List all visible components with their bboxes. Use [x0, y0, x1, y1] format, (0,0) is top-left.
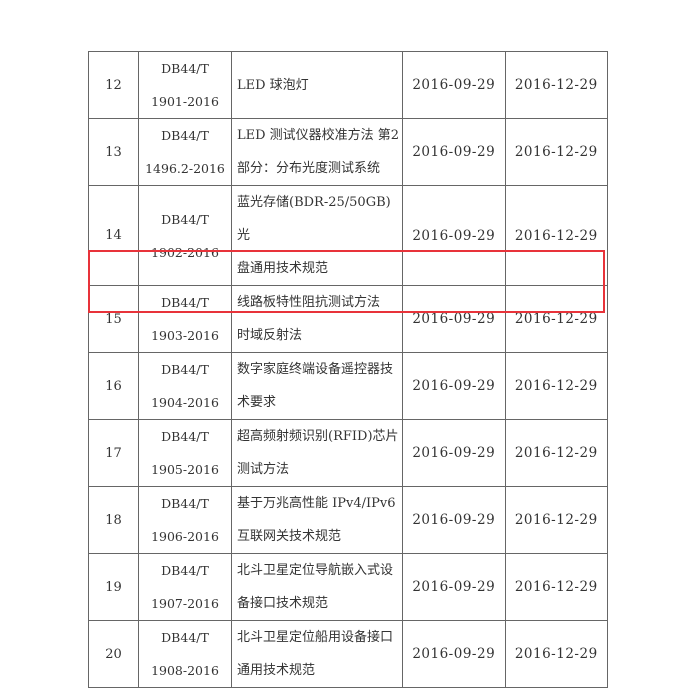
effective-date: 2016-12-29	[504, 620, 608, 688]
table-row: 19 DB44/T 1907-2016 北斗卫星定位导航嵌入式设 备接口技术规范 2…	[88, 553, 608, 621]
standard-name: 北斗卫星定位导航嵌入式设 备接口技术规范	[231, 553, 403, 621]
row-number: 19	[88, 553, 139, 621]
standard-name: 蓝光存储(BDR-25/50GB)光盘通用技术规范	[231, 185, 403, 286]
code-prefix: DB44/T	[161, 128, 209, 143]
effective-date: 2016-12-29	[504, 51, 608, 119]
standard-code: DB44/T 1908-2016	[138, 620, 232, 688]
code-prefix: DB44/T	[161, 563, 209, 578]
standard-name: LED 测试仪器校准方法 第2 部分：分布光度测试系统	[231, 118, 403, 186]
publish-date: 2016-09-29	[402, 285, 506, 353]
standard-code: DB44/T 1903-2016	[138, 285, 232, 353]
publish-date: 2016-09-29	[402, 185, 506, 286]
effective-date: 2016-12-29	[504, 553, 608, 621]
code-prefix: DB44/T	[161, 61, 209, 76]
row-number: 15	[88, 285, 139, 353]
code-number: 1906-2016	[151, 529, 219, 544]
code-prefix: DB44/T	[161, 362, 209, 377]
publish-date: 2016-09-29	[402, 51, 506, 119]
table-row: 12 DB44/T 1901-2016 LED 球泡灯 2016-09-29 20…	[88, 51, 608, 119]
standard-code: DB44/T 1904-2016	[138, 352, 232, 420]
publish-date: 2016-09-29	[402, 118, 506, 186]
table-row: 18 DB44/T 1906-2016 基于万兆高性能 IPv4/IPv6 互联网关…	[88, 486, 608, 554]
name-line-2: 测试方法	[237, 462, 290, 477]
row-number: 16	[88, 352, 139, 420]
publish-date: 2016-09-29	[402, 419, 506, 487]
code-number: 1905-2016	[151, 462, 219, 477]
standard-code: DB44/T 1907-2016	[138, 553, 232, 621]
table-row: 13 DB44/T 1496.2-2016 LED 测试仪器校准方法 第2 部分：分…	[88, 118, 608, 186]
table-row: 17 DB44/T 1905-2016 超高频射频识别(RFID)芯片 测试方法 2…	[88, 419, 608, 487]
code-number: 1901-2016	[151, 94, 219, 109]
name-line-2: 互联网关技术规范	[237, 529, 342, 544]
standard-name: 超高频射频识别(RFID)芯片 测试方法	[231, 419, 403, 487]
standard-name: 线路板特性阻抗测试方法 时域反射法	[231, 285, 403, 353]
name-line-1: LED 球泡灯	[237, 77, 309, 93]
name-line-1: 基于万兆高性能 IPv4/IPv6	[237, 496, 396, 511]
name-line-1: 超高频射频识别(RFID)芯片	[237, 429, 399, 444]
code-number: 1907-2016	[151, 596, 219, 611]
table-row: 20 DB44/T 1908-2016 北斗卫星定位船用设备接口 通用技术规范 20…	[88, 620, 608, 688]
code-prefix: DB44/T	[161, 429, 209, 444]
standard-name: 基于万兆高性能 IPv4/IPv6 互联网关技术规范	[231, 486, 403, 554]
name-line-2: 备接口技术规范	[237, 596, 329, 611]
effective-date: 2016-12-29	[504, 118, 608, 186]
code-number: 1496.2-2016	[145, 161, 225, 176]
name-line-2: 通用技术规范	[237, 663, 316, 678]
row-number: 13	[88, 118, 139, 186]
publish-date: 2016-09-29	[402, 486, 506, 554]
code-number: 1903-2016	[151, 328, 219, 343]
name-line-1: 北斗卫星定位船用设备接口	[237, 630, 394, 645]
code-prefix: DB44/T	[161, 295, 209, 310]
standard-name: LED 球泡灯	[231, 51, 403, 119]
standard-code: DB44/T 1496.2-2016	[138, 118, 232, 186]
code-prefix: DB44/T	[161, 496, 209, 511]
standard-code: DB44/T 1901-2016	[138, 51, 232, 119]
effective-date: 2016-12-29	[504, 419, 608, 487]
name-line-2: 时域反射法	[237, 328, 303, 343]
name-line-1: 蓝光存储(BDR-25/50GB)光	[237, 195, 391, 243]
name-line-2: 盘通用技术规范	[237, 261, 329, 276]
code-number: 1902-2016	[151, 244, 219, 260]
effective-date: 2016-12-29	[504, 486, 608, 554]
row-number: 20	[88, 620, 139, 688]
publish-date: 2016-09-29	[402, 352, 506, 420]
publish-date: 2016-09-29	[402, 553, 506, 621]
name-line-2: 部分：分布光度测试系统	[237, 161, 381, 176]
name-line-1: 线路板特性阻抗测试方法	[237, 295, 381, 310]
name-line-1: 数字家庭终端设备遥控器技	[237, 362, 394, 377]
row-number: 12	[88, 51, 139, 119]
code-number: 1904-2016	[151, 395, 219, 410]
row-number: 18	[88, 486, 139, 554]
standards-table: 12 DB44/T 1901-2016 LED 球泡灯 2016-09-29 20…	[88, 51, 608, 688]
standard-code: DB44/T 1905-2016	[138, 419, 232, 487]
name-line-2: 术要求	[237, 395, 277, 410]
highlight-box	[88, 250, 605, 313]
name-line-1: 北斗卫星定位导航嵌入式设	[237, 563, 394, 578]
effective-date: 2016-12-29	[504, 352, 608, 420]
standard-name: 北斗卫星定位船用设备接口 通用技术规范	[231, 620, 403, 688]
standard-code: DB44/T 1902-2016	[138, 185, 232, 286]
table-row: 16 DB44/T 1904-2016 数字家庭终端设备遥控器技 术要求 2016-…	[88, 352, 608, 420]
row-number: 14	[88, 185, 139, 286]
row-number: 17	[88, 419, 139, 487]
code-number: 1908-2016	[151, 663, 219, 678]
table-row: 14 DB44/T 1902-2016 蓝光存储(BDR-25/50GB)光盘通用…	[88, 185, 608, 286]
effective-date: 2016-12-29	[504, 285, 608, 353]
effective-date: 2016-12-29	[504, 185, 608, 286]
standard-code: DB44/T 1906-2016	[138, 486, 232, 554]
name-line-1: LED 测试仪器校准方法 第2	[237, 128, 400, 143]
code-prefix: DB44/T	[161, 630, 209, 645]
publish-date: 2016-09-29	[402, 620, 506, 688]
standard-name: 数字家庭终端设备遥控器技 术要求	[231, 352, 403, 420]
table-row: 15 DB44/T 1903-2016 线路板特性阻抗测试方法 时域反射法 2016…	[88, 285, 608, 353]
code-prefix: DB44/T	[161, 211, 209, 227]
